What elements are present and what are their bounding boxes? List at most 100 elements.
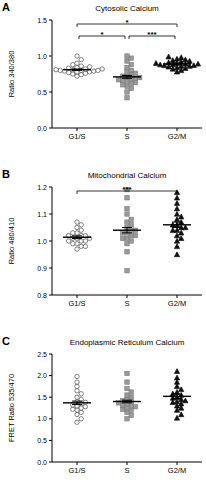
data-point <box>125 417 129 421</box>
x-tick-label: S <box>124 299 129 308</box>
y-tick <box>49 56 52 57</box>
data-point <box>75 412 79 416</box>
data-point <box>79 406 83 410</box>
data-point <box>83 244 87 248</box>
data-point <box>129 233 133 237</box>
data-point <box>54 67 58 71</box>
data-point <box>125 65 129 69</box>
error-stem <box>77 401 78 404</box>
data-point <box>66 239 70 243</box>
data-point <box>75 247 79 251</box>
x-tick <box>127 295 128 298</box>
y-tick-label: 1.0 <box>37 238 47 245</box>
data-point <box>129 68 133 72</box>
data-point <box>96 68 100 72</box>
data-point <box>121 74 125 78</box>
x-tick <box>177 128 178 131</box>
mean-line <box>63 237 91 238</box>
data-point <box>125 96 129 100</box>
data-point <box>87 65 91 69</box>
data-point <box>125 70 129 74</box>
error-bar <box>172 394 182 398</box>
sig-label: * <box>100 30 104 39</box>
data-point <box>121 83 125 87</box>
data-point <box>174 375 179 380</box>
y-tick-label: 1.5 <box>37 394 47 401</box>
error-cap <box>122 75 132 76</box>
x-tick <box>177 295 178 298</box>
data-point <box>129 217 133 221</box>
data-point <box>75 395 79 399</box>
error-cap <box>172 64 182 65</box>
data-point <box>174 369 179 374</box>
panel-label: A <box>2 1 10 13</box>
data-point <box>92 69 96 73</box>
data-point <box>125 393 129 397</box>
data-point <box>174 244 179 249</box>
data-point <box>125 380 129 384</box>
x-tick-label: G2/M <box>168 466 186 475</box>
data-point <box>125 371 129 375</box>
error-cap <box>72 238 82 239</box>
data-point <box>75 220 79 224</box>
y-tick-label: 2.0 <box>37 372 47 379</box>
data-point <box>125 220 129 224</box>
error-cap <box>72 401 82 402</box>
data-point <box>79 244 83 248</box>
x-tick-label: G1/S <box>68 466 85 475</box>
data-point <box>75 231 79 235</box>
data-point <box>125 250 129 254</box>
data-point <box>79 417 83 421</box>
data-point <box>75 420 79 424</box>
plot-area <box>63 369 191 425</box>
data-point <box>125 410 129 414</box>
x-tick-label: S <box>124 132 129 141</box>
error-bar <box>72 401 82 404</box>
sig-label: *** <box>147 30 157 39</box>
data-point <box>71 72 75 76</box>
data-point <box>79 73 83 77</box>
error-cap <box>72 68 82 69</box>
data-point <box>71 242 75 246</box>
data-point <box>125 242 129 246</box>
error-bar <box>122 75 132 78</box>
data-point <box>121 78 125 82</box>
error-cap <box>122 400 132 401</box>
x-tick <box>177 462 178 465</box>
error-cap <box>72 235 82 236</box>
data-point <box>75 225 79 229</box>
y-tick-label: 1.0 <box>37 415 47 422</box>
plot-area <box>63 188 191 273</box>
data-point <box>133 80 137 84</box>
data-point <box>195 61 200 66</box>
title: Cytosolic Calcium <box>95 4 159 13</box>
data-point <box>121 236 125 240</box>
x-tick <box>77 128 78 131</box>
data-point <box>71 62 75 66</box>
error-bar <box>172 222 182 227</box>
data-point <box>129 408 133 412</box>
data-point <box>125 84 129 88</box>
data-point <box>125 196 129 200</box>
data-point <box>66 70 70 74</box>
y-tick <box>49 295 52 296</box>
data-point <box>75 54 79 58</box>
data-point <box>125 206 129 210</box>
error-stem <box>177 222 178 227</box>
y-tick-label: 0.8 <box>37 292 47 299</box>
data-point <box>129 413 133 417</box>
error-stem <box>177 394 178 398</box>
mean-line <box>163 63 191 64</box>
sig-label: * <box>125 18 129 27</box>
y-axis <box>52 20 53 128</box>
data-point <box>75 74 79 78</box>
y-tick-label: 0.5 <box>37 437 47 444</box>
data-point <box>133 233 137 237</box>
data-point <box>133 71 137 75</box>
y-axis <box>52 354 53 462</box>
data-point <box>79 228 83 232</box>
data-point <box>79 392 83 396</box>
error-cap <box>172 398 182 399</box>
data-point <box>83 405 87 409</box>
data-point <box>166 54 171 59</box>
